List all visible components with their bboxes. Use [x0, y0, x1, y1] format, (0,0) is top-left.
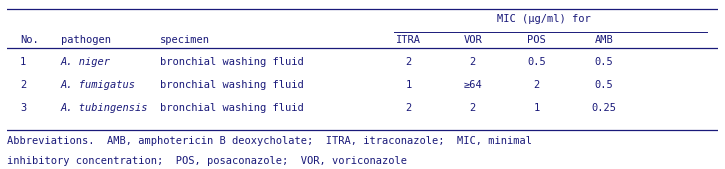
Text: 2: 2: [20, 79, 26, 90]
Text: 1: 1: [534, 103, 539, 113]
Text: pathogen: pathogen: [60, 35, 110, 45]
Text: A. niger: A. niger: [60, 57, 110, 67]
Text: 1: 1: [405, 79, 412, 90]
Text: ITRA: ITRA: [396, 35, 421, 45]
Text: A. tubingensis: A. tubingensis: [60, 103, 148, 113]
Text: VOR: VOR: [463, 35, 482, 45]
Text: 0.5: 0.5: [527, 57, 546, 67]
Text: specimen: specimen: [160, 35, 210, 45]
Text: 3: 3: [20, 103, 26, 113]
Text: 0.5: 0.5: [594, 57, 613, 67]
Text: inhibitory concentration;  POS, posaconazole;  VOR, voriconazole: inhibitory concentration; POS, posaconaz…: [7, 156, 407, 166]
Text: 2: 2: [470, 103, 476, 113]
Text: 0.5: 0.5: [594, 79, 613, 90]
Text: bronchial washing fluid: bronchial washing fluid: [160, 57, 304, 67]
Text: ≥64: ≥64: [463, 79, 482, 90]
Text: bronchial washing fluid: bronchial washing fluid: [160, 103, 304, 113]
Text: No.: No.: [20, 35, 39, 45]
Text: bronchial washing fluid: bronchial washing fluid: [160, 79, 304, 90]
Text: 2: 2: [405, 57, 412, 67]
Text: 2: 2: [470, 57, 476, 67]
Text: 2: 2: [534, 79, 539, 90]
Text: 0.25: 0.25: [592, 103, 616, 113]
Text: POS: POS: [527, 35, 546, 45]
Text: Abbreviations.  AMB, amphotericin B deoxycholate;  ITRA, itraconazole;  MIC, min: Abbreviations. AMB, amphotericin B deoxy…: [7, 136, 532, 146]
Text: MIC (μg/ml) for: MIC (μg/ml) for: [497, 14, 591, 24]
Text: 2: 2: [405, 103, 412, 113]
Text: 1: 1: [20, 57, 26, 67]
Text: AMB: AMB: [594, 35, 613, 45]
Text: A. fumigatus: A. fumigatus: [60, 79, 136, 90]
